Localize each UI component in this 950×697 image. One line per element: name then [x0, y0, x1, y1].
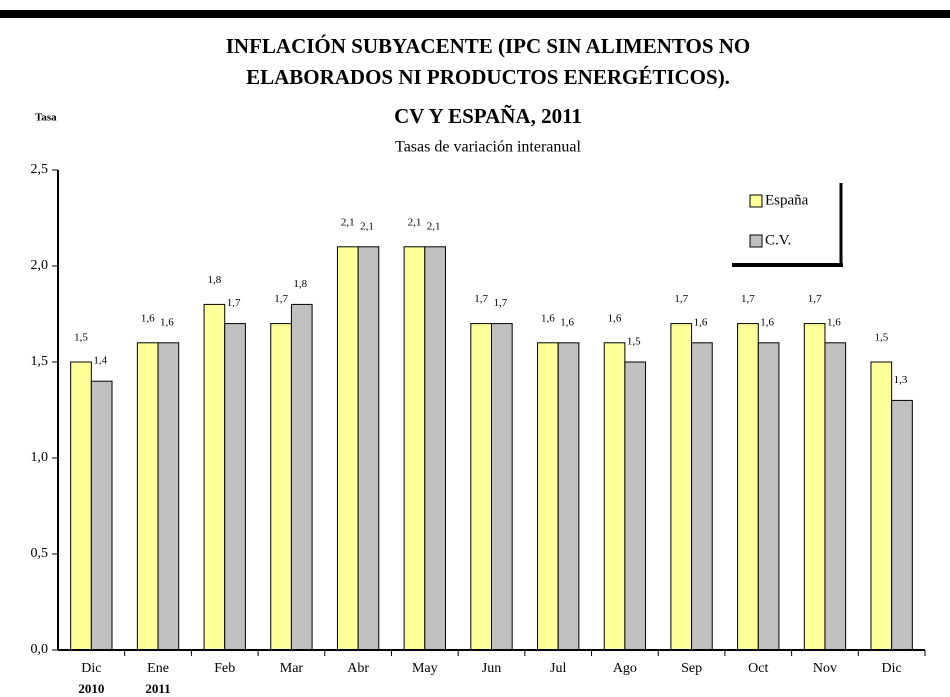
chart-title: INFLACIÓN SUBYACENTE (IPC SIN ALIMENTOS …: [226, 34, 751, 58]
bar: [224, 323, 246, 651]
x-tick-label: Ago: [613, 661, 637, 676]
bar: [603, 342, 626, 651]
value-label: 1,8: [293, 278, 307, 290]
value-label: 1,6: [141, 312, 155, 324]
x-tick-label: Oct: [748, 661, 768, 676]
value-label: 1,7: [741, 293, 755, 305]
subtitle: Tasas de variación interanual: [395, 139, 581, 156]
value-label: 1,6: [694, 316, 708, 328]
value-label: 1,7: [674, 293, 688, 305]
x-tick-label: Jun: [482, 661, 501, 676]
value-label: 2,1: [341, 216, 355, 228]
x-sublabel: 2010: [78, 681, 104, 696]
bar: [803, 323, 826, 651]
value-label: 1,6: [541, 312, 555, 324]
x-tick-label: Nov: [813, 661, 837, 676]
bar: [90, 380, 113, 651]
value-label: 2,1: [427, 220, 441, 232]
bar: [537, 342, 559, 651]
x-tick-label: Dic: [882, 661, 902, 676]
bar: [670, 323, 693, 651]
bar: [824, 342, 847, 651]
value-label: 1,7: [227, 297, 241, 309]
x-tick-label: Abr: [347, 661, 369, 676]
value-label: 1,3: [894, 374, 908, 386]
value-label: 2,1: [360, 220, 374, 232]
value-label: 1,7: [808, 293, 822, 305]
x-tick-label: Sep: [681, 661, 702, 676]
bar: [757, 342, 780, 651]
value-label: 1,8: [208, 274, 222, 286]
y-tick-label: 1,0: [31, 450, 49, 465]
y-tick-label: 2,5: [31, 162, 49, 177]
y-axis-label: Tasa: [35, 112, 57, 124]
bar: [136, 342, 159, 651]
bar: [491, 323, 513, 651]
top-rule: [0, 10, 950, 18]
y-tick-label: 2,0: [31, 258, 49, 273]
y-tick-label: 0,5: [31, 546, 49, 561]
bar: [270, 323, 292, 651]
value-label: 1,7: [494, 297, 508, 309]
bar: [691, 342, 713, 651]
legend-swatch: [749, 234, 763, 248]
value-label: 1,4: [93, 355, 107, 367]
legend-label: C.V.: [765, 232, 791, 248]
value-label: 2,1: [408, 216, 422, 228]
x-tick-label: Feb: [214, 661, 235, 676]
bar: [403, 246, 426, 651]
bar: [557, 342, 580, 651]
bar: [157, 342, 180, 651]
chart-title: ELABORADOS NI PRODUCTOS ENERGÉTICOS).: [246, 65, 730, 89]
y-tick-label: 1,5: [31, 354, 49, 369]
value-label: 1,6: [760, 316, 774, 328]
chart-title: CV Y ESPAÑA, 2011: [394, 104, 582, 128]
bar: [624, 361, 647, 651]
value-label: 1,6: [560, 316, 574, 328]
bar: [203, 303, 226, 651]
bar: [336, 246, 359, 651]
x-sublabel: 2011: [145, 681, 170, 696]
value-label: 1,6: [160, 316, 174, 328]
bar: [737, 323, 759, 651]
bar: [290, 303, 313, 651]
bar: [870, 361, 893, 651]
x-tick-label: Dic: [81, 661, 101, 676]
bar: [424, 246, 446, 651]
bar: [891, 399, 913, 651]
legend-swatch: [749, 194, 763, 208]
x-tick-label: Jul: [550, 661, 566, 676]
value-label: 1,5: [874, 332, 888, 344]
y-tick-label: 0,0: [31, 642, 49, 657]
value-label: 1,5: [627, 336, 641, 348]
value-label: 1,6: [608, 312, 622, 324]
value-label: 1,7: [274, 293, 288, 305]
bar: [470, 323, 492, 651]
x-tick-label: May: [412, 661, 438, 676]
bar: [70, 361, 92, 651]
legend-label: España: [765, 192, 809, 208]
bar: [357, 246, 380, 651]
x-tick-label: Ene: [147, 661, 169, 676]
value-label: 1,6: [827, 316, 841, 328]
value-label: 1,7: [474, 293, 488, 305]
x-tick-label: Mar: [280, 661, 304, 676]
value-label: 1,5: [74, 332, 88, 344]
